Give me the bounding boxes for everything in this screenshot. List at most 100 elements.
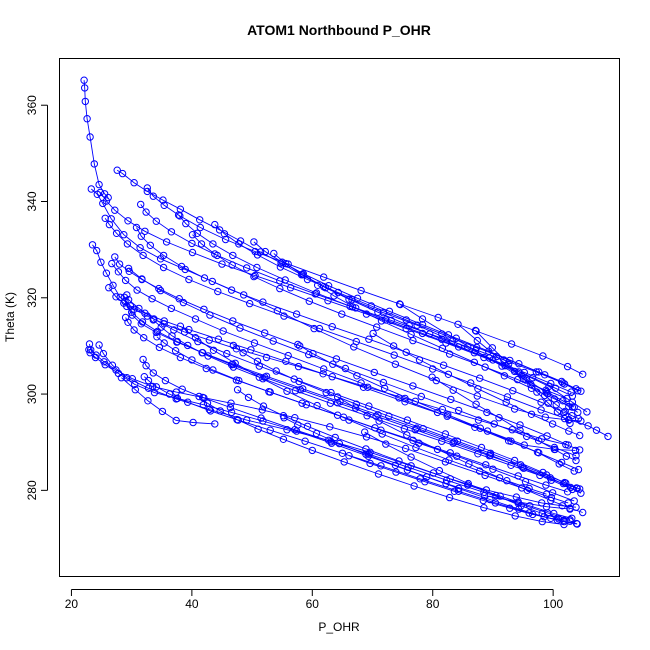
data-point xyxy=(277,259,285,267)
data-point xyxy=(444,370,453,378)
data-point xyxy=(149,192,158,200)
data-point xyxy=(472,400,480,408)
data-point xyxy=(507,461,515,469)
data-point xyxy=(311,290,319,298)
data-point xyxy=(563,362,572,371)
data-point xyxy=(319,370,327,378)
data-point xyxy=(446,475,454,483)
data-point xyxy=(535,368,543,376)
plot-frame xyxy=(59,58,620,577)
data-point xyxy=(338,310,346,318)
data-point xyxy=(583,408,591,416)
y-tick-label: 300 xyxy=(25,384,39,404)
data-point xyxy=(404,463,412,471)
data-point xyxy=(382,440,390,448)
data-point xyxy=(510,405,519,413)
data-point xyxy=(327,388,335,397)
data-point xyxy=(173,337,182,346)
data-point xyxy=(452,334,460,342)
data-point xyxy=(221,235,230,244)
series-line-34 xyxy=(198,396,565,525)
data-point xyxy=(401,444,410,453)
data-point xyxy=(574,414,583,423)
data-point xyxy=(259,298,267,306)
data-point xyxy=(329,360,337,368)
data-point xyxy=(153,327,162,336)
data-point xyxy=(312,429,321,438)
data-point xyxy=(429,365,437,373)
data-point xyxy=(503,393,512,401)
data-point xyxy=(197,240,206,248)
data-point xyxy=(537,406,545,414)
data-point xyxy=(541,391,549,400)
data-point xyxy=(473,392,481,400)
data-point xyxy=(361,428,369,436)
data-point xyxy=(538,499,546,507)
data-point xyxy=(115,260,124,268)
data-point xyxy=(171,347,180,355)
data-point xyxy=(246,299,254,308)
data-point xyxy=(294,421,302,429)
data-point xyxy=(352,404,360,412)
data-point xyxy=(547,493,556,502)
data-point xyxy=(492,352,501,361)
data-point xyxy=(137,320,146,328)
data-point xyxy=(155,343,164,352)
data-point xyxy=(423,473,431,481)
data-point xyxy=(348,296,356,304)
data-point xyxy=(442,476,451,484)
data-point xyxy=(453,452,461,460)
data-point xyxy=(552,401,560,409)
data-point xyxy=(526,502,534,510)
data-point xyxy=(88,241,97,249)
data-point xyxy=(392,468,400,476)
data-point xyxy=(525,509,533,517)
data-point xyxy=(371,424,379,432)
data-point xyxy=(476,467,484,475)
data-point xyxy=(160,317,168,325)
data-point xyxy=(559,397,567,405)
data-point xyxy=(303,275,312,284)
data-point xyxy=(139,355,147,364)
data-point xyxy=(322,388,330,397)
data-point xyxy=(515,360,523,368)
data-point xyxy=(438,437,446,445)
data-point xyxy=(515,368,523,376)
data-point xyxy=(243,416,251,424)
data-point xyxy=(130,326,138,334)
data-point xyxy=(174,211,183,219)
data-point xyxy=(508,426,516,434)
data-point xyxy=(294,340,302,349)
data-point xyxy=(202,364,211,373)
data-point xyxy=(208,277,217,286)
data-point xyxy=(542,481,550,489)
data-point xyxy=(191,315,200,323)
data-point xyxy=(506,504,514,512)
data-point xyxy=(412,443,420,452)
data-point xyxy=(200,394,208,402)
data-point xyxy=(266,426,274,434)
data-point xyxy=(565,402,573,411)
data-point xyxy=(477,443,486,452)
data-point xyxy=(568,412,576,420)
data-point xyxy=(227,286,236,294)
data-point xyxy=(312,289,321,297)
data-point xyxy=(309,349,317,358)
data-point xyxy=(378,430,386,438)
data-point xyxy=(441,430,450,438)
series-line-4 xyxy=(92,244,576,451)
data-point xyxy=(572,452,580,460)
data-point xyxy=(411,397,419,405)
data-point xyxy=(525,484,533,493)
y-tick-label: 360 xyxy=(25,95,39,115)
data-point xyxy=(385,307,394,315)
data-point xyxy=(272,367,280,375)
data-point xyxy=(243,264,251,272)
data-point xyxy=(500,372,509,380)
data-point xyxy=(191,334,200,342)
data-point xyxy=(403,466,412,474)
data-point xyxy=(413,321,421,329)
data-point xyxy=(517,502,525,510)
data-point xyxy=(357,286,365,295)
data-point xyxy=(445,350,454,358)
